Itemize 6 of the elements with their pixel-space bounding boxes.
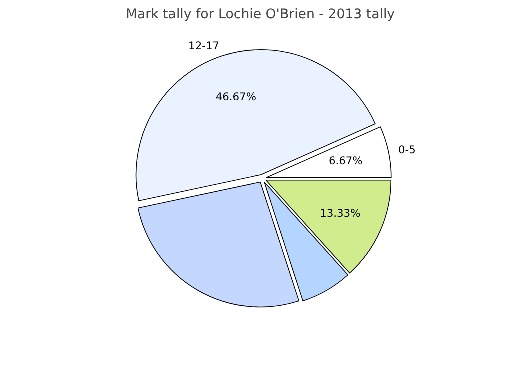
data-label: 46.67% (216, 90, 256, 104)
slice-label: 0-5 (398, 144, 416, 157)
data-label: 6.67% (328, 154, 363, 168)
data-label: 13.33% (320, 207, 361, 220)
slice-label: 12-17 (188, 39, 220, 52)
chart-title: Mark tally for Lochie O'Brien - 2013 tally (126, 8, 396, 22)
